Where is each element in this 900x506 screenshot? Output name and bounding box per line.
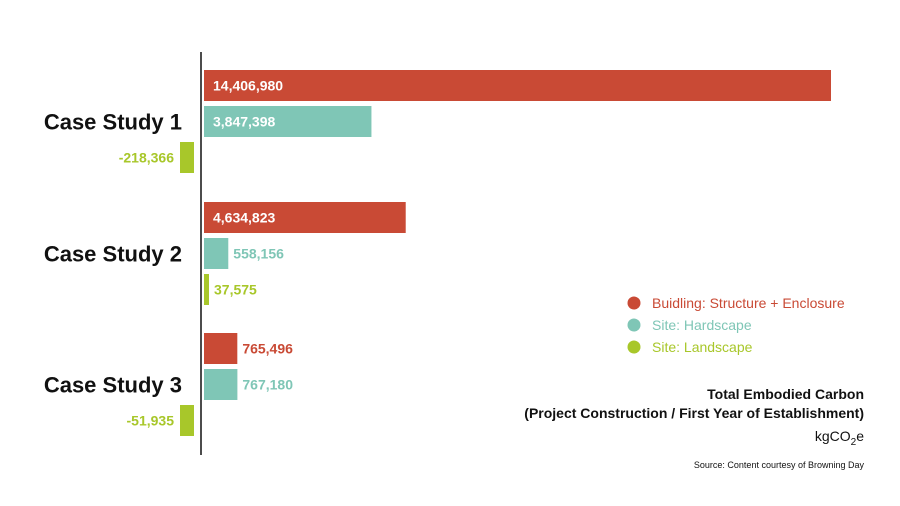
chart-title: Total Embodied Carbon xyxy=(707,386,864,402)
bar xyxy=(180,405,194,436)
source-note: Source: Content courtesy of Browning Day xyxy=(694,460,865,470)
bar xyxy=(204,333,238,364)
bar xyxy=(204,70,831,101)
data-label: 4,634,823 xyxy=(213,210,275,226)
legend-marker xyxy=(627,318,641,332)
unit-label: kgCO2e xyxy=(815,428,864,448)
data-label: 558,156 xyxy=(233,246,284,262)
bars-group: Case Study 1 14,406,980 3,847,398 -218,366 C… xyxy=(44,70,831,436)
chart-subtitle: (Project Construction / First Year of Es… xyxy=(524,405,864,421)
legend-marker xyxy=(627,340,641,354)
data-label: -51,935 xyxy=(127,413,175,429)
data-label: 767,180 xyxy=(242,377,293,393)
data-label: 14,406,980 xyxy=(213,78,283,94)
data-label: -218,366 xyxy=(119,150,174,166)
bar xyxy=(204,202,406,233)
category-label: Case Study 1 xyxy=(44,110,182,135)
bar xyxy=(204,238,229,269)
category-label: Case Study 2 xyxy=(44,242,182,267)
legend: Buidling: Structure + Enclosure Site: Har… xyxy=(627,295,845,355)
data-label: 37,575 xyxy=(214,282,257,298)
legend-label: Site: Hardscape xyxy=(652,317,752,333)
bar xyxy=(204,106,372,137)
legend-label: Buidling: Structure + Enclosure xyxy=(652,295,845,311)
category-label: Case Study 3 xyxy=(44,373,182,398)
legend-marker xyxy=(627,296,641,310)
bar xyxy=(180,142,194,173)
data-label: 3,847,398 xyxy=(213,114,275,130)
bar xyxy=(204,274,209,305)
data-label: 765,496 xyxy=(242,341,293,357)
legend-label: Site: Landscape xyxy=(652,339,753,355)
bar xyxy=(204,369,238,400)
